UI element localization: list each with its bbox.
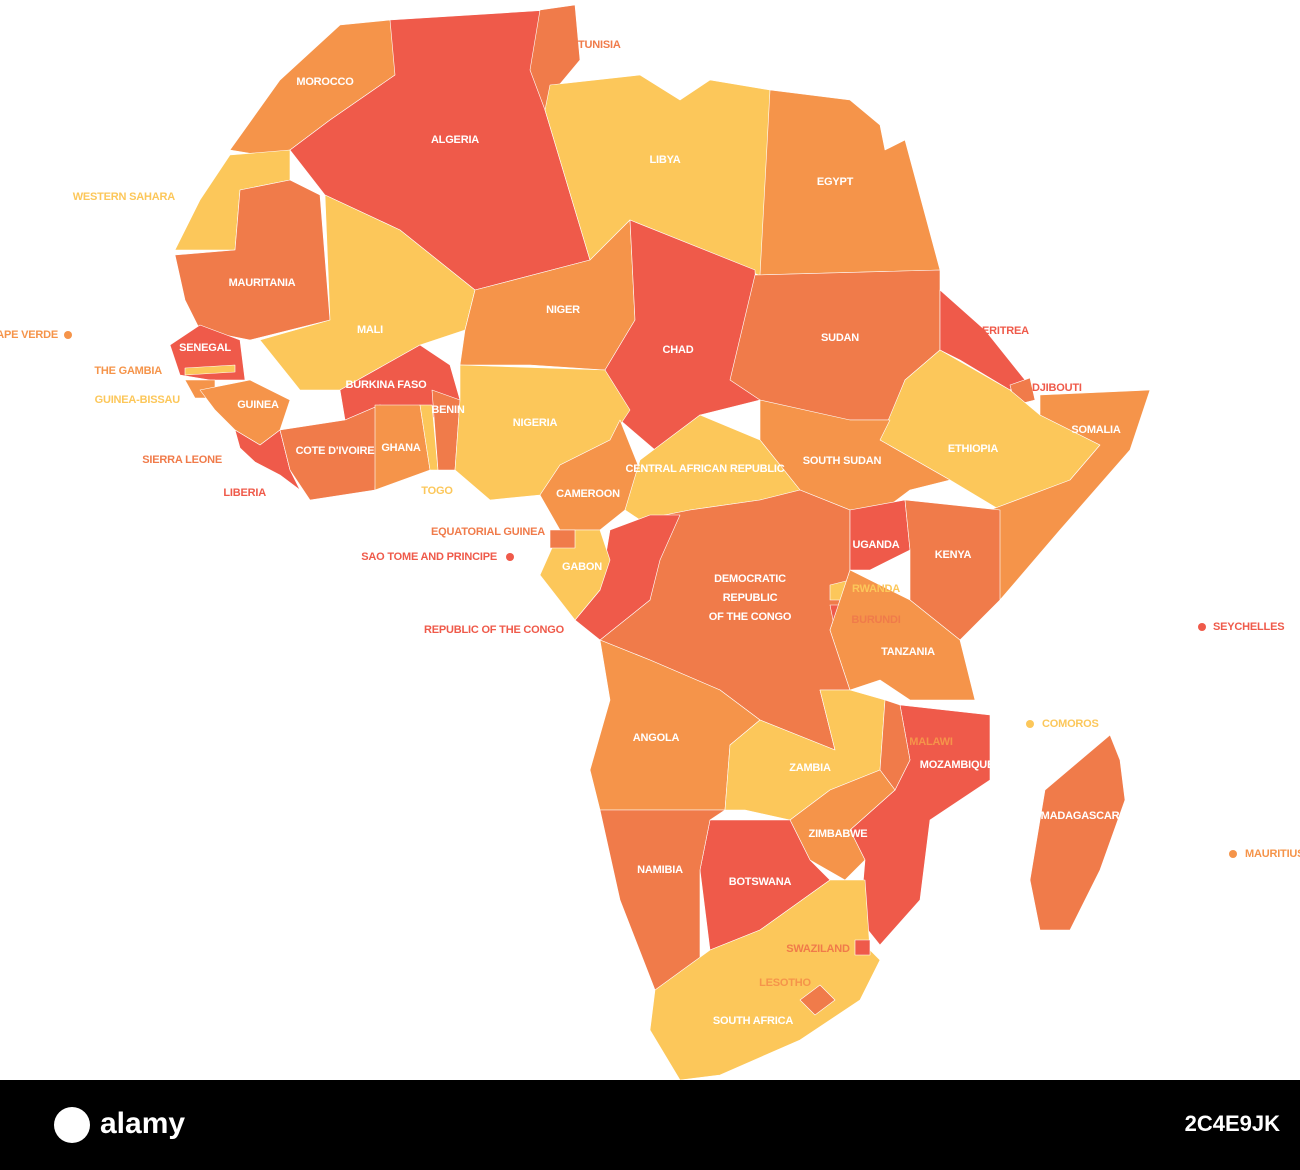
- seychelles-dot: [1198, 623, 1206, 631]
- country-label: ZAMBIA: [789, 762, 831, 774]
- tanzania-shape: [829, 569, 976, 701]
- namibia-shape: [599, 809, 726, 991]
- country-label: COTE D'IVOIRE: [296, 445, 375, 457]
- country-label: CAMEROON: [556, 488, 620, 500]
- sao-tome-dot: [506, 553, 514, 561]
- country-label: TUNISIA: [578, 39, 621, 51]
- country-label: SIERRA LEONE: [142, 454, 222, 466]
- country-label: UGANDA: [852, 539, 899, 551]
- country-label: LIBYA: [650, 154, 681, 166]
- country-label: TOGO: [421, 485, 453, 497]
- island-dots: [64, 331, 1237, 858]
- country-label: NAMIBIA: [637, 864, 683, 876]
- zimbabwe-shape: [789, 769, 896, 881]
- country-label: BOTSWANA: [729, 876, 792, 888]
- country-label: MALI: [357, 324, 383, 336]
- country-label: CAPE VERDE: [0, 329, 58, 341]
- country-label: ANGOLA: [633, 732, 680, 744]
- country-label: MAURITANIA: [229, 277, 296, 289]
- watermark-bar: alamy 2C4E9JK: [0, 1080, 1300, 1170]
- country-label: ERITREA: [982, 325, 1029, 337]
- country-label: SWAZILAND: [786, 943, 850, 955]
- country-label: BURKINA FASO: [346, 379, 428, 391]
- mauritius-dot: [1229, 850, 1237, 858]
- country-label: OF THE CONGO: [709, 611, 792, 623]
- country-label: MADAGASCAR: [1041, 810, 1120, 822]
- country-label: SAO TOME AND PRINCIPE: [361, 551, 497, 563]
- country-label: REPUBLIC: [723, 592, 778, 604]
- brand-icon: [54, 1107, 90, 1143]
- country-label: MOZAMBIQUE: [920, 759, 994, 771]
- country-label: REPUBLIC OF THE CONGO: [424, 624, 565, 636]
- swaziland-shape: [854, 939, 871, 956]
- country-label: THE GAMBIA: [94, 365, 162, 377]
- country-label: NIGER: [546, 304, 580, 316]
- country-label: SUDAN: [821, 332, 859, 344]
- malawi-shape: [879, 699, 911, 791]
- bar-background: [0, 1080, 1300, 1170]
- country-label: NIGERIA: [513, 417, 558, 429]
- country-label: DJIBOUTI: [1032, 382, 1082, 394]
- uganda-shape: [849, 499, 911, 571]
- country-label: DEMOCRATIC: [714, 573, 786, 585]
- country-label: MOROCCO: [296, 76, 354, 88]
- country-label: SOUTH SUDAN: [803, 455, 882, 467]
- country-label: GHANA: [381, 442, 421, 454]
- country-label: LESOTHO: [759, 977, 811, 989]
- country-label: TANZANIA: [881, 646, 935, 658]
- countries: [169, 4, 1151, 1081]
- country-label: GUINEA-BISSAU: [95, 394, 181, 406]
- country-label: LIBERIA: [223, 487, 266, 499]
- country-label: EQUATORIAL GUINEA: [431, 526, 545, 538]
- labels: TUNISIA MOROCCO ALGERIA LIBYA EGYPT WEST…: [0, 39, 1300, 1027]
- country-label: MAURITIUS: [1245, 848, 1300, 860]
- country-label: ALGERIA: [431, 134, 479, 146]
- country-label: ETHIOPIA: [948, 443, 999, 455]
- country-label: BENIN: [431, 404, 464, 416]
- country-label: KENYA: [935, 549, 972, 561]
- lesotho-shape: [799, 984, 836, 1016]
- country-label: SOMALIA: [1071, 424, 1121, 436]
- country-label: BURUNDI: [851, 614, 900, 626]
- brand: alamy: [100, 1107, 185, 1140]
- country-label: ZIMBABWE: [809, 828, 868, 840]
- country-label: GUINEA: [237, 399, 279, 411]
- country-label: COMOROS: [1042, 718, 1099, 730]
- country-label: CHAD: [663, 344, 694, 356]
- country-label: SEYCHELLES: [1213, 621, 1284, 633]
- country-label: GABON: [562, 561, 602, 573]
- country-label: RWANDA: [852, 583, 900, 595]
- cape-verde-dot: [64, 331, 72, 339]
- madagascar-shape: [1029, 734, 1126, 931]
- image-id: 2C4E9JK: [1185, 1111, 1281, 1136]
- country-label: EGYPT: [817, 176, 854, 188]
- equatorial-guinea-shape: [549, 529, 576, 549]
- mauritania-shape: [174, 179, 331, 341]
- country-label: CENTRAL AFRICAN REPUBLIC: [626, 463, 785, 475]
- comoros-dot: [1026, 720, 1034, 728]
- country-label: WESTERN SAHARA: [73, 191, 176, 203]
- country-label: MALAWI: [909, 736, 953, 748]
- country-label: SENEGAL: [179, 342, 231, 354]
- country-label: SOUTH AFRICA: [713, 1015, 794, 1027]
- gambia-shape: [184, 364, 236, 376]
- gabon-shape: [539, 529, 611, 621]
